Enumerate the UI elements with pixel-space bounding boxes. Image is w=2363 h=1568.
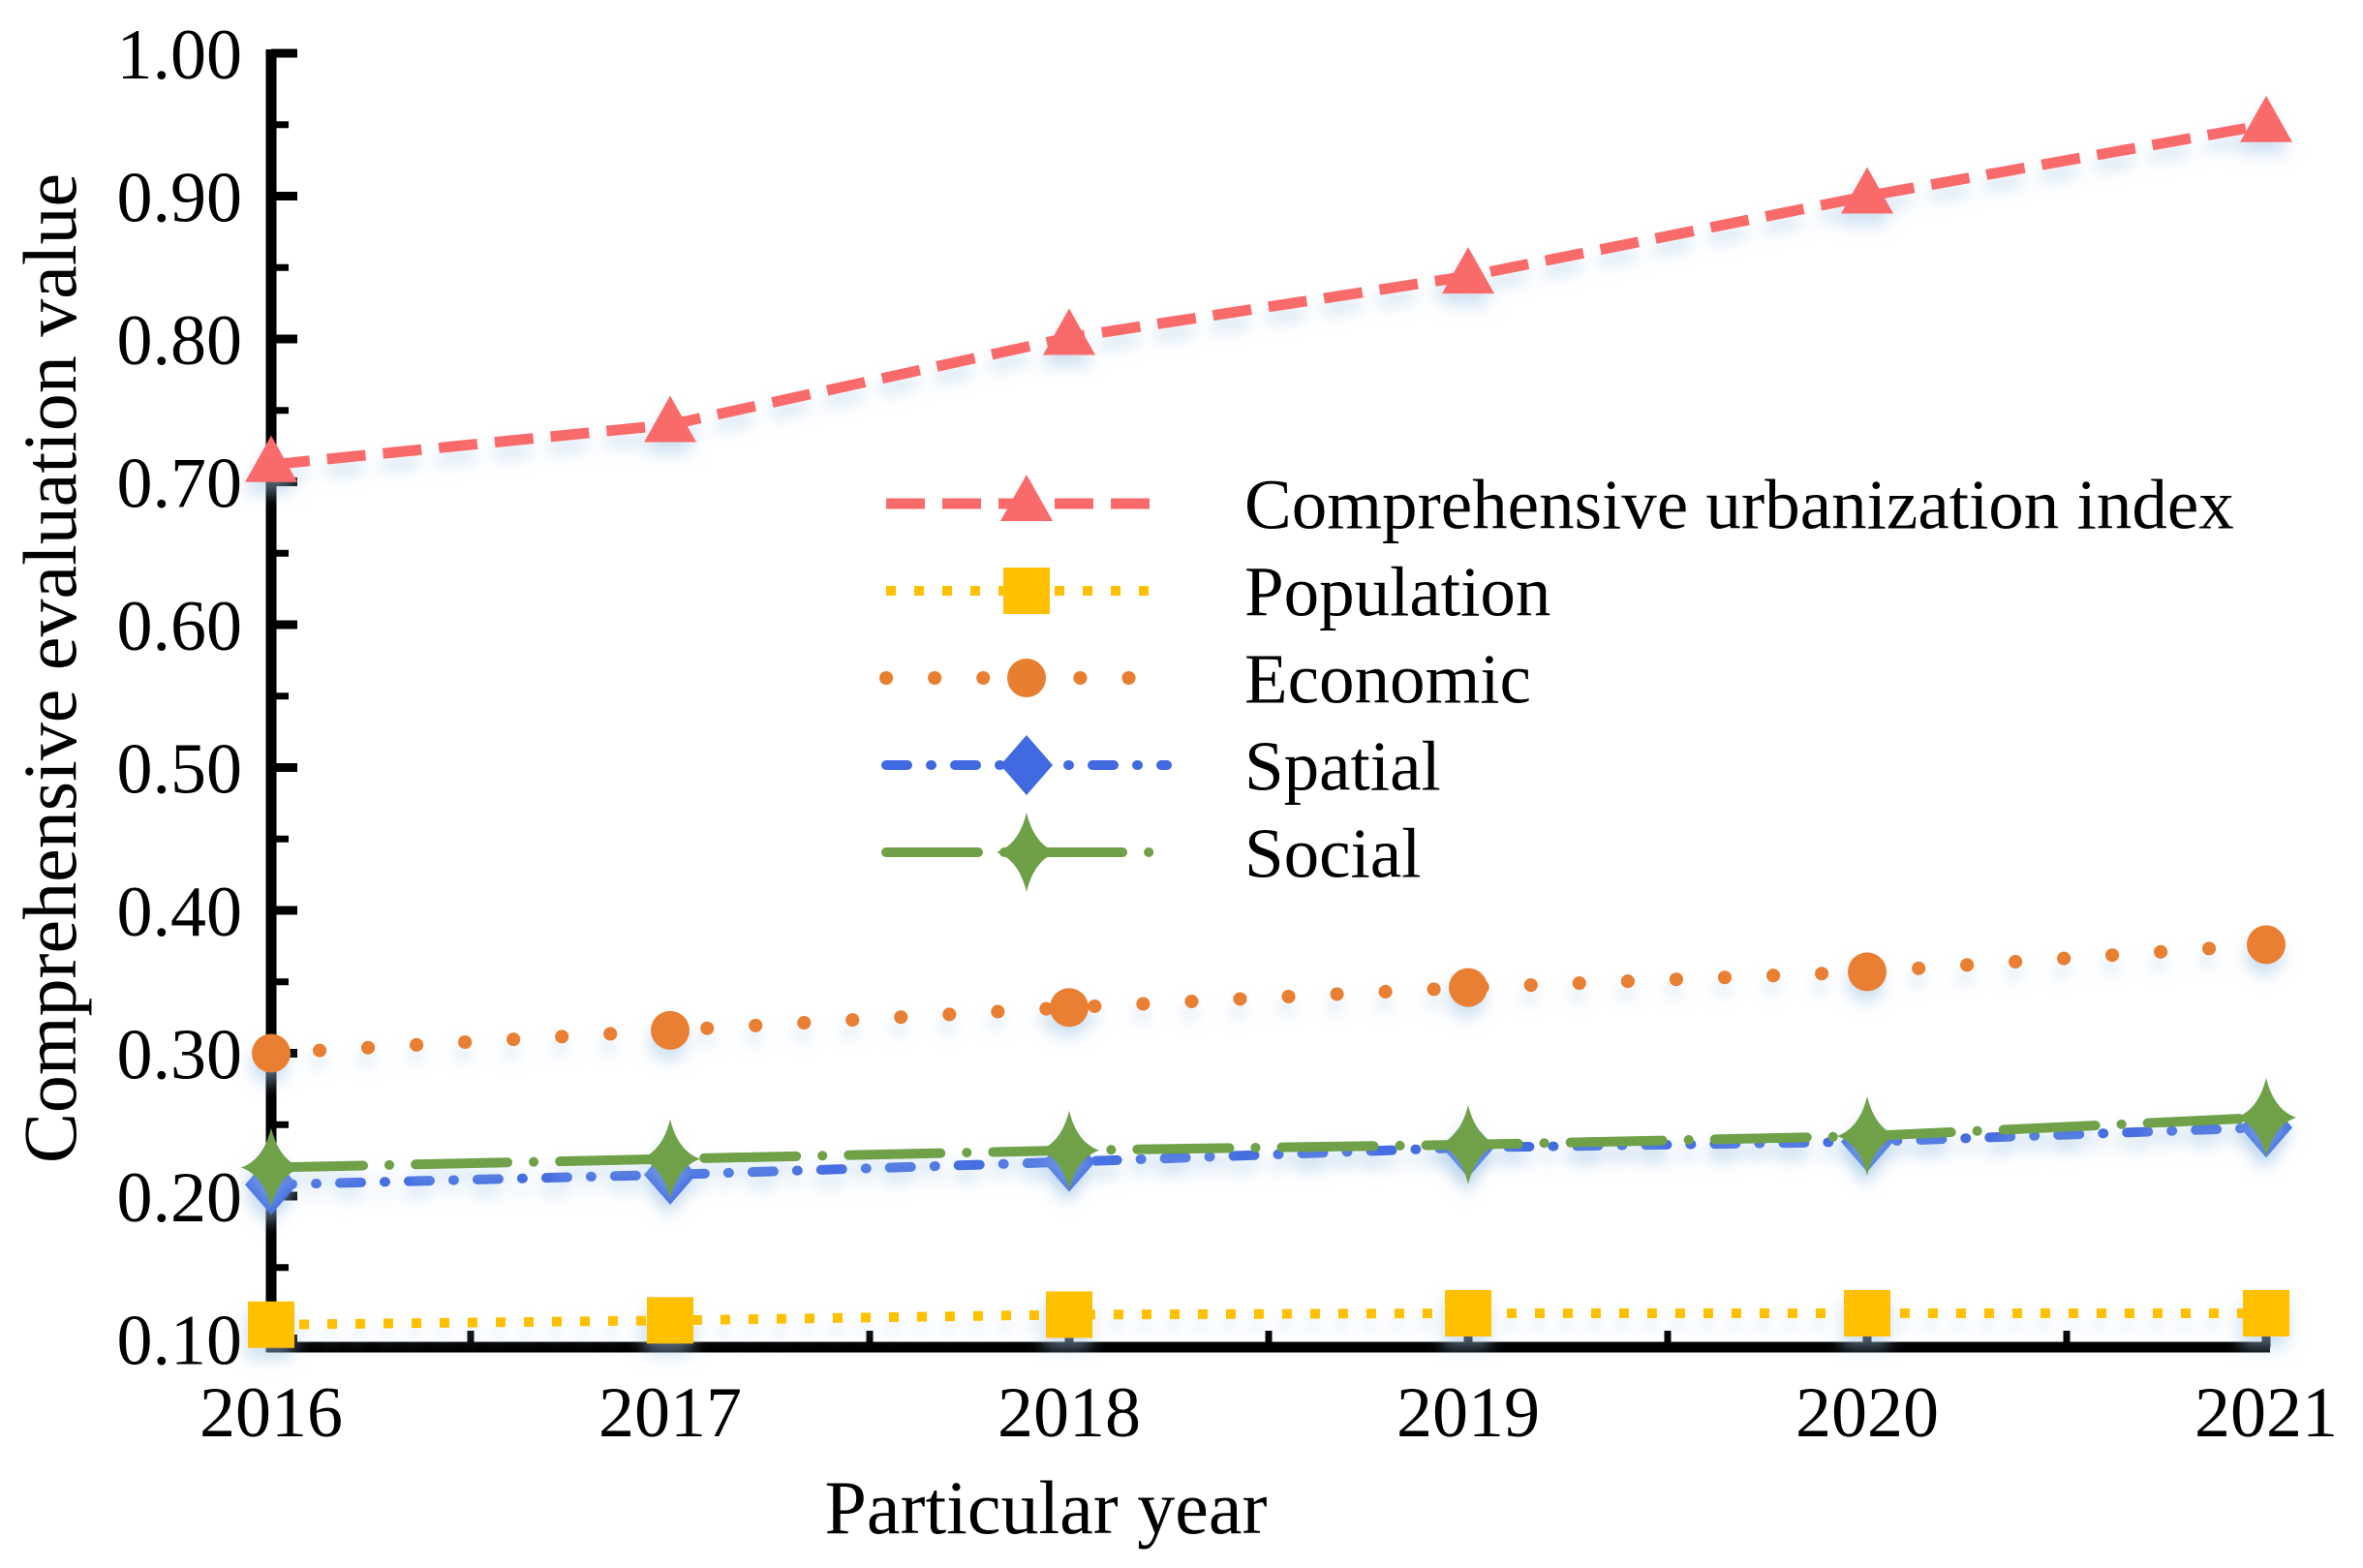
legend-item-population: Population <box>886 553 1550 631</box>
legend-label: Spatial <box>1244 727 1441 806</box>
data-point-marker <box>1442 247 1494 294</box>
legend-item-comprehensive-urbanization-index: Comprehensive urbanization index <box>886 466 2234 544</box>
data-point-marker <box>2240 95 2292 142</box>
legend-item-economic: Economic <box>879 640 1531 719</box>
data-point-marker <box>640 1119 700 1199</box>
series-line <box>266 1122 2271 1190</box>
data-point-marker <box>2243 1289 2289 1337</box>
y-axis-label: Comprehensive evaluation value <box>8 173 92 1163</box>
legend-label: Social <box>1244 815 1421 893</box>
series-spatial <box>245 1097 2292 1215</box>
data-point-marker <box>2247 925 2286 965</box>
y-tick-label: 0.20 <box>117 1158 243 1238</box>
series-comprehensive-urbanization-index <box>245 95 2292 482</box>
y-tick-label: 0.90 <box>117 158 243 237</box>
data-point-marker <box>1844 1289 1890 1337</box>
series-line <box>266 1112 2271 1173</box>
series-line <box>270 119 2267 471</box>
y-tick-label: 0.80 <box>117 301 243 381</box>
data-point-marker <box>1046 1291 1092 1338</box>
x-tick-label: 2017 <box>598 1373 742 1453</box>
data-point-marker <box>1438 1104 1498 1184</box>
y-tick-label: 0.60 <box>117 587 243 666</box>
legend-item-social: Social <box>881 813 1421 893</box>
legend-label: Population <box>1244 553 1550 631</box>
y-tick-label: 0.40 <box>117 873 243 952</box>
legend-marker <box>1000 475 1053 521</box>
x-tick-label: 2016 <box>199 1373 343 1453</box>
x-tick-label: 2019 <box>1396 1373 1540 1453</box>
legend-marker <box>1007 659 1046 697</box>
data-point-marker <box>647 1297 693 1344</box>
legend-label: Comprehensive urbanization index <box>1244 466 2234 544</box>
series-line <box>270 1307 2266 1330</box>
legend-label: Economic <box>1244 640 1531 719</box>
data-point-marker <box>248 1301 294 1348</box>
data-point-marker <box>1445 1289 1491 1337</box>
data-point-marker <box>1043 308 1095 355</box>
data-point-marker <box>241 1127 301 1208</box>
y-tick-label: 0.70 <box>117 444 243 523</box>
data-point-marker <box>1039 1110 1099 1190</box>
series-population <box>248 1289 2289 1348</box>
legend-marker <box>997 813 1057 892</box>
x-tick-label: 2020 <box>1795 1373 1939 1453</box>
data-point-marker <box>1837 1096 1897 1177</box>
y-tick-label: 0.50 <box>117 729 243 809</box>
x-tick-label: 2018 <box>997 1373 1141 1453</box>
data-point-marker <box>1841 167 1893 214</box>
data-point-marker <box>644 395 696 443</box>
legend-marker <box>1003 568 1050 614</box>
data-point-marker <box>252 1033 291 1073</box>
legend-item-spatial: Spatial <box>881 727 1441 806</box>
x-axis-label: Particular year <box>825 1465 1268 1550</box>
data-point-marker <box>1449 968 1488 1007</box>
legend-marker <box>1000 735 1053 795</box>
y-tick-label: 0.30 <box>117 1015 243 1094</box>
data-point-marker <box>245 435 297 482</box>
series-social <box>241 1077 2296 1208</box>
data-point-marker <box>2236 1077 2296 1157</box>
y-tick-label: 0.10 <box>117 1301 243 1380</box>
data-point-marker <box>651 1010 690 1050</box>
y-tick-label: 1.00 <box>117 15 243 95</box>
series-economic <box>252 925 2286 1073</box>
series-line <box>264 938 2273 1061</box>
data-point-marker <box>1848 952 1887 992</box>
data-point-marker <box>1050 988 1089 1028</box>
x-tick-label: 2021 <box>2194 1373 2338 1453</box>
